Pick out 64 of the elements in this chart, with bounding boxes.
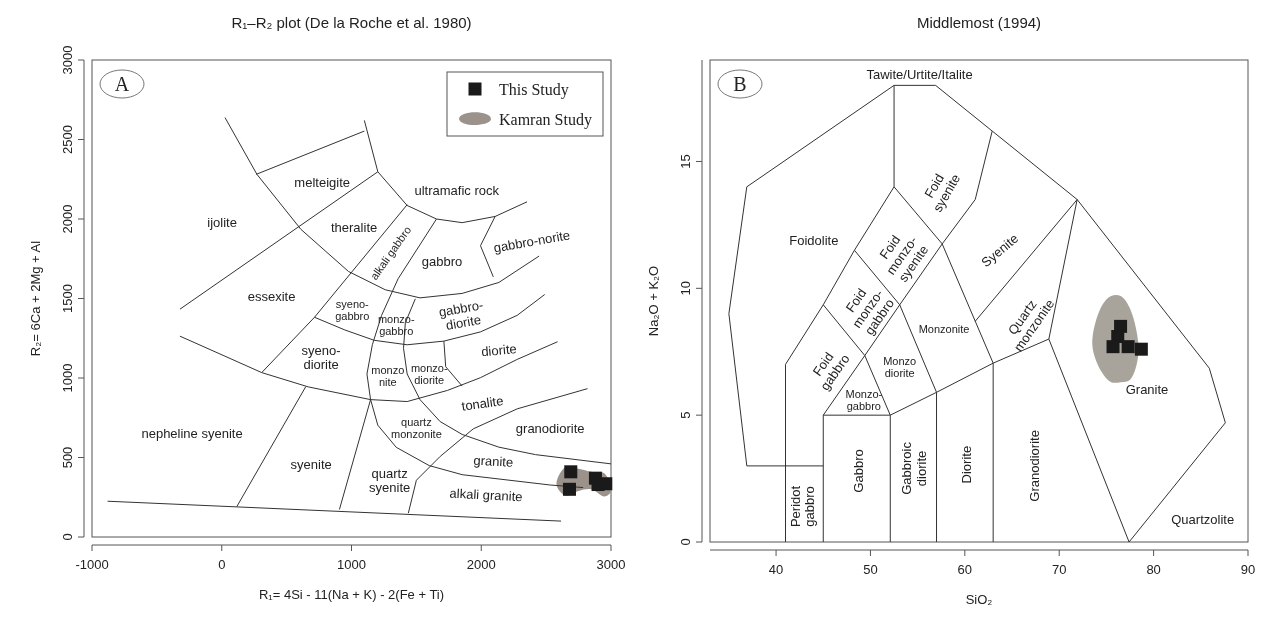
annotation: Peridot gabbro <box>787 485 818 528</box>
x-tick-label: 80 <box>1146 562 1161 577</box>
x-tick-label: 90 <box>1240 562 1256 577</box>
annotation: diorite <box>480 341 518 360</box>
y-tick-label: 1000 <box>60 363 75 393</box>
annotation: Granodiorite <box>1027 430 1043 502</box>
annotation: alkali granite <box>449 485 523 505</box>
x-tick-label: 2000 <box>466 557 496 572</box>
annotation: Quartzolite <box>1171 511 1235 527</box>
y-tick-label: 5 <box>678 411 693 419</box>
annotation: Tawite/Urtite/Italite <box>866 66 973 82</box>
annotation: granodiorite <box>515 420 585 436</box>
annotation: syeno- diorite <box>301 342 341 373</box>
x-tick-label: 40 <box>768 562 784 577</box>
annotation: melteigite <box>294 175 350 191</box>
y-tick-label: 2500 <box>60 125 75 154</box>
annotation: quartz monzonite <box>390 416 442 441</box>
annotation: Diorite <box>959 445 975 484</box>
y-tick-label: 1500 <box>60 284 75 313</box>
x-tick-label: 50 <box>863 562 878 577</box>
annotation: ultramafic rock <box>414 182 500 198</box>
x-tick-label: 1000 <box>337 557 366 572</box>
legend-label: Kamran Study <box>499 110 592 129</box>
annotation: Gabbroic diorite <box>899 441 929 495</box>
annotation: essexite <box>247 288 296 304</box>
chart-title: Middlemost (1994) <box>916 14 1042 31</box>
annotation: gabbro- diorite <box>437 297 485 333</box>
annotation: gabbro <box>421 254 463 269</box>
y-axis-title: Na₂O + K₂O <box>646 265 661 337</box>
y-tick-label: 15 <box>678 154 693 169</box>
y-tick-label: 2000 <box>60 204 75 234</box>
annotation: syeno- gabbro <box>335 297 370 322</box>
chart-title: R₁–R₂ plot (De la Roche et al. 1980) <box>231 14 472 31</box>
annotation: Gabbro <box>850 449 866 493</box>
x-tick-label: 3000 <box>596 557 626 572</box>
x-axis-title: R₁= 4Si - 11(Na + K) - 2(Fe + Ti) <box>258 587 445 602</box>
annotation: granite <box>473 452 514 470</box>
annotation: monzo- diorite <box>410 361 448 386</box>
annotation: monzo nite <box>371 363 405 388</box>
y-tick-label: 0 <box>60 533 75 541</box>
annotation: nepheline syenite <box>141 426 243 442</box>
x-tick-label: 70 <box>1051 562 1067 577</box>
legend-label: This Study <box>499 80 569 99</box>
x-tick-label: 0 <box>218 557 226 572</box>
annotation: Monzonite <box>918 322 970 335</box>
y-tick-label: 0 <box>678 538 693 546</box>
annotation: A <box>114 73 130 95</box>
annotation: Granite <box>1125 382 1169 398</box>
x-tick-label: 60 <box>957 562 973 577</box>
annotation: Monzo diorite <box>883 354 917 379</box>
annotation: B <box>733 73 747 95</box>
annotation: ijolite <box>207 214 237 230</box>
annotation: tonalite <box>460 392 505 414</box>
annotation: syenite <box>290 457 332 473</box>
y-tick-label: 10 <box>678 281 693 296</box>
annotation: theralite <box>330 219 378 235</box>
annotation: quartz syenite <box>369 465 411 495</box>
x-tick-label: -1000 <box>75 557 109 572</box>
annotation: Foidolite <box>789 232 839 248</box>
y-tick-label: 3000 <box>60 45 75 75</box>
y-tick-label: 500 <box>60 446 75 469</box>
x-axis-title: SiO₂ <box>965 592 993 607</box>
annotation: Monzo- gabbro <box>845 387 883 412</box>
y-axis-title: R₂= 6Ca + 2Mg + Al <box>28 240 43 357</box>
